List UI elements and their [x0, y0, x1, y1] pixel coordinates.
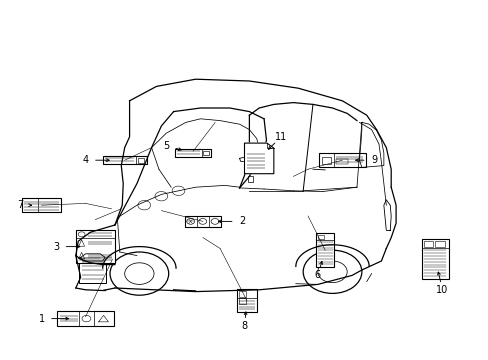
Text: 1: 1 — [39, 314, 44, 324]
FancyBboxPatch shape — [435, 241, 444, 247]
FancyBboxPatch shape — [421, 239, 448, 279]
FancyBboxPatch shape — [239, 298, 246, 304]
FancyBboxPatch shape — [175, 149, 211, 157]
FancyBboxPatch shape — [239, 291, 246, 297]
FancyBboxPatch shape — [102, 156, 146, 164]
FancyBboxPatch shape — [247, 176, 252, 182]
Text: 6: 6 — [314, 270, 320, 280]
FancyBboxPatch shape — [246, 145, 253, 150]
FancyBboxPatch shape — [138, 158, 144, 163]
FancyBboxPatch shape — [424, 241, 432, 247]
Text: 5: 5 — [163, 141, 169, 151]
Text: 10: 10 — [435, 285, 448, 295]
FancyBboxPatch shape — [76, 230, 115, 263]
FancyBboxPatch shape — [237, 289, 256, 312]
FancyBboxPatch shape — [22, 198, 61, 212]
Polygon shape — [244, 143, 273, 174]
FancyBboxPatch shape — [318, 153, 365, 167]
FancyBboxPatch shape — [203, 151, 209, 155]
FancyBboxPatch shape — [79, 261, 106, 283]
FancyBboxPatch shape — [315, 233, 334, 267]
Text: 11: 11 — [274, 132, 287, 142]
FancyBboxPatch shape — [184, 216, 221, 227]
Text: 4: 4 — [82, 155, 88, 165]
FancyBboxPatch shape — [58, 311, 113, 326]
FancyBboxPatch shape — [336, 159, 347, 164]
Text: 3: 3 — [53, 242, 59, 252]
FancyBboxPatch shape — [321, 157, 330, 164]
Text: 2: 2 — [239, 216, 244, 226]
Text: 7: 7 — [18, 200, 23, 210]
Text: 9: 9 — [370, 155, 376, 165]
Text: 8: 8 — [241, 321, 247, 331]
FancyBboxPatch shape — [317, 235, 324, 239]
